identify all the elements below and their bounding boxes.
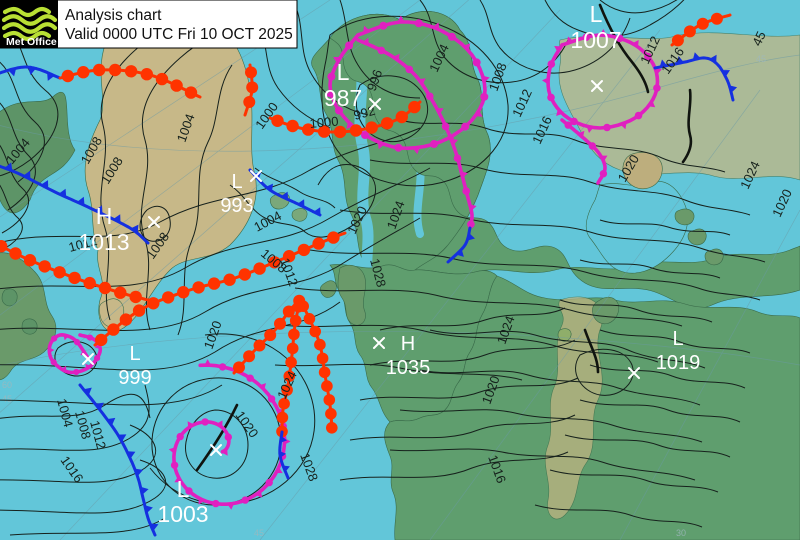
svg-text:Met Office: Met Office bbox=[6, 36, 57, 48]
svg-text:L: L bbox=[231, 171, 242, 193]
svg-text:Valid 0000 UTC Fri 10 OCT 2025: Valid 0000 UTC Fri 10 OCT 2025 bbox=[65, 26, 293, 43]
svg-text:1013: 1013 bbox=[78, 229, 129, 255]
svg-text:1003: 1003 bbox=[157, 501, 208, 527]
svg-text:45: 45 bbox=[2, 394, 12, 404]
svg-text:45: 45 bbox=[254, 528, 264, 538]
svg-text:L: L bbox=[177, 476, 190, 502]
svg-text:999: 999 bbox=[118, 367, 151, 389]
svg-text:993: 993 bbox=[220, 195, 253, 217]
svg-text:1000: 1000 bbox=[309, 114, 339, 131]
svg-text:L: L bbox=[337, 59, 350, 85]
svg-text:L: L bbox=[672, 328, 683, 350]
svg-text:1019: 1019 bbox=[656, 352, 701, 374]
svg-text:H: H bbox=[96, 203, 113, 229]
svg-text:60: 60 bbox=[2, 380, 12, 390]
svg-text:Analysis chart: Analysis chart bbox=[65, 7, 162, 24]
svg-text:1007: 1007 bbox=[570, 27, 621, 53]
svg-text:1035: 1035 bbox=[386, 357, 431, 379]
svg-text:L: L bbox=[590, 1, 603, 27]
svg-text:987: 987 bbox=[324, 85, 362, 111]
svg-text:45: 45 bbox=[756, 54, 766, 64]
svg-text:30: 30 bbox=[676, 528, 686, 538]
svg-text:H: H bbox=[401, 333, 415, 355]
svg-text:L: L bbox=[129, 343, 140, 365]
